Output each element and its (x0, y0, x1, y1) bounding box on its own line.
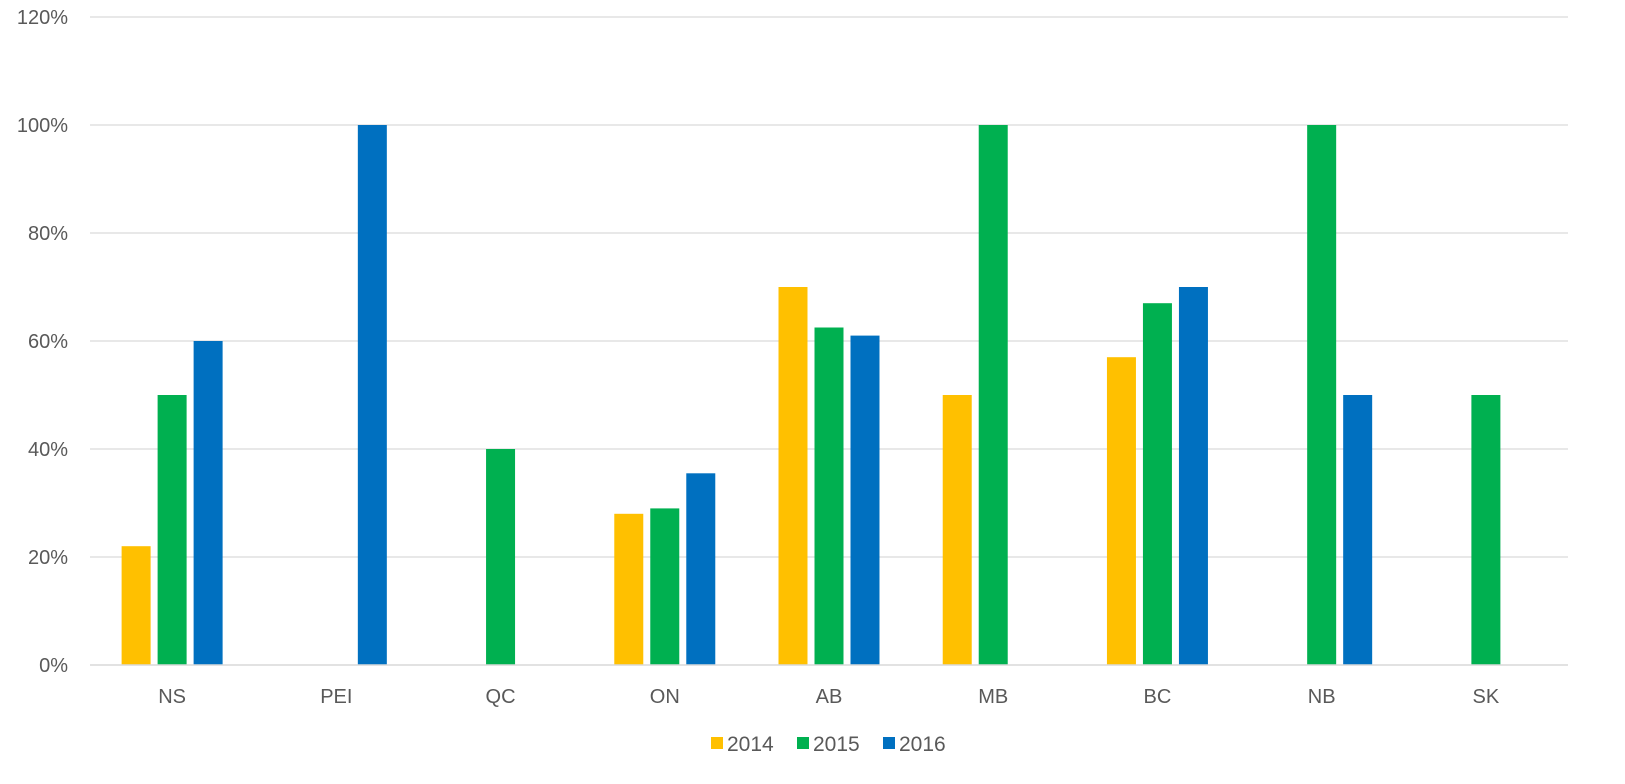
y-axis-tick-labels: 0% 20% 40% 60% 80% 100% 120% (17, 7, 68, 677)
bar-2016-BC (1178, 287, 1208, 665)
legend-label: 2015 (813, 733, 860, 756)
bar-2014-AB (778, 287, 808, 665)
legend-item-2016: 2016 (883, 733, 946, 756)
x-tick-label: NB (1308, 686, 1336, 708)
legend-item-2014: 2014 (711, 733, 774, 756)
x-tick-label: ON (650, 686, 680, 708)
bar-2016-NS (193, 341, 223, 665)
bar-2015-MB (978, 125, 1008, 665)
bar-2016-PEI (357, 125, 387, 665)
legend: 2014 2015 2016 (711, 733, 946, 756)
legend-label: 2014 (727, 733, 774, 756)
x-tick-label: PEI (320, 686, 352, 708)
bars (121, 125, 1501, 665)
bar-2016-AB (850, 335, 880, 665)
x-axis-tick-labels: NS PEI QC ON AB MB BC NB SK (158, 686, 1500, 708)
bar-2014-NS (121, 546, 151, 665)
bar-2015-NS (157, 395, 187, 665)
y-tick-label: 80% (28, 223, 68, 245)
x-tick-label: AB (816, 686, 843, 708)
legend-label: 2016 (899, 733, 946, 756)
legend-swatch (883, 737, 895, 749)
bar-2015-ON (650, 508, 680, 665)
bar-2015-QC (486, 449, 516, 665)
bar-2014-ON (614, 513, 644, 665)
legend-swatch (711, 737, 723, 749)
bar-2015-BC (1142, 303, 1172, 665)
x-tick-label: MB (978, 686, 1008, 708)
x-tick-label: NS (158, 686, 186, 708)
x-tick-label: SK (1473, 686, 1500, 708)
bar-2016-NB (1343, 395, 1373, 665)
legend-item-2015: 2015 (797, 733, 860, 756)
x-tick-label: QC (486, 686, 516, 708)
bar-2014-BC (1106, 357, 1136, 665)
bar-2015-NB (1307, 125, 1337, 665)
y-tick-label: 0% (39, 655, 68, 677)
y-tick-label: 20% (28, 547, 68, 569)
bar-2015-SK (1471, 395, 1501, 665)
bar-2014-MB (942, 395, 972, 665)
bar-2016-ON (686, 473, 716, 665)
x-tick-label: BC (1144, 686, 1172, 708)
y-tick-label: 40% (28, 439, 68, 461)
y-tick-label: 100% (17, 115, 68, 137)
bar-2015-AB (814, 327, 844, 665)
y-tick-label: 120% (17, 7, 68, 29)
y-tick-label: 60% (28, 331, 68, 353)
legend-swatch (797, 737, 809, 749)
